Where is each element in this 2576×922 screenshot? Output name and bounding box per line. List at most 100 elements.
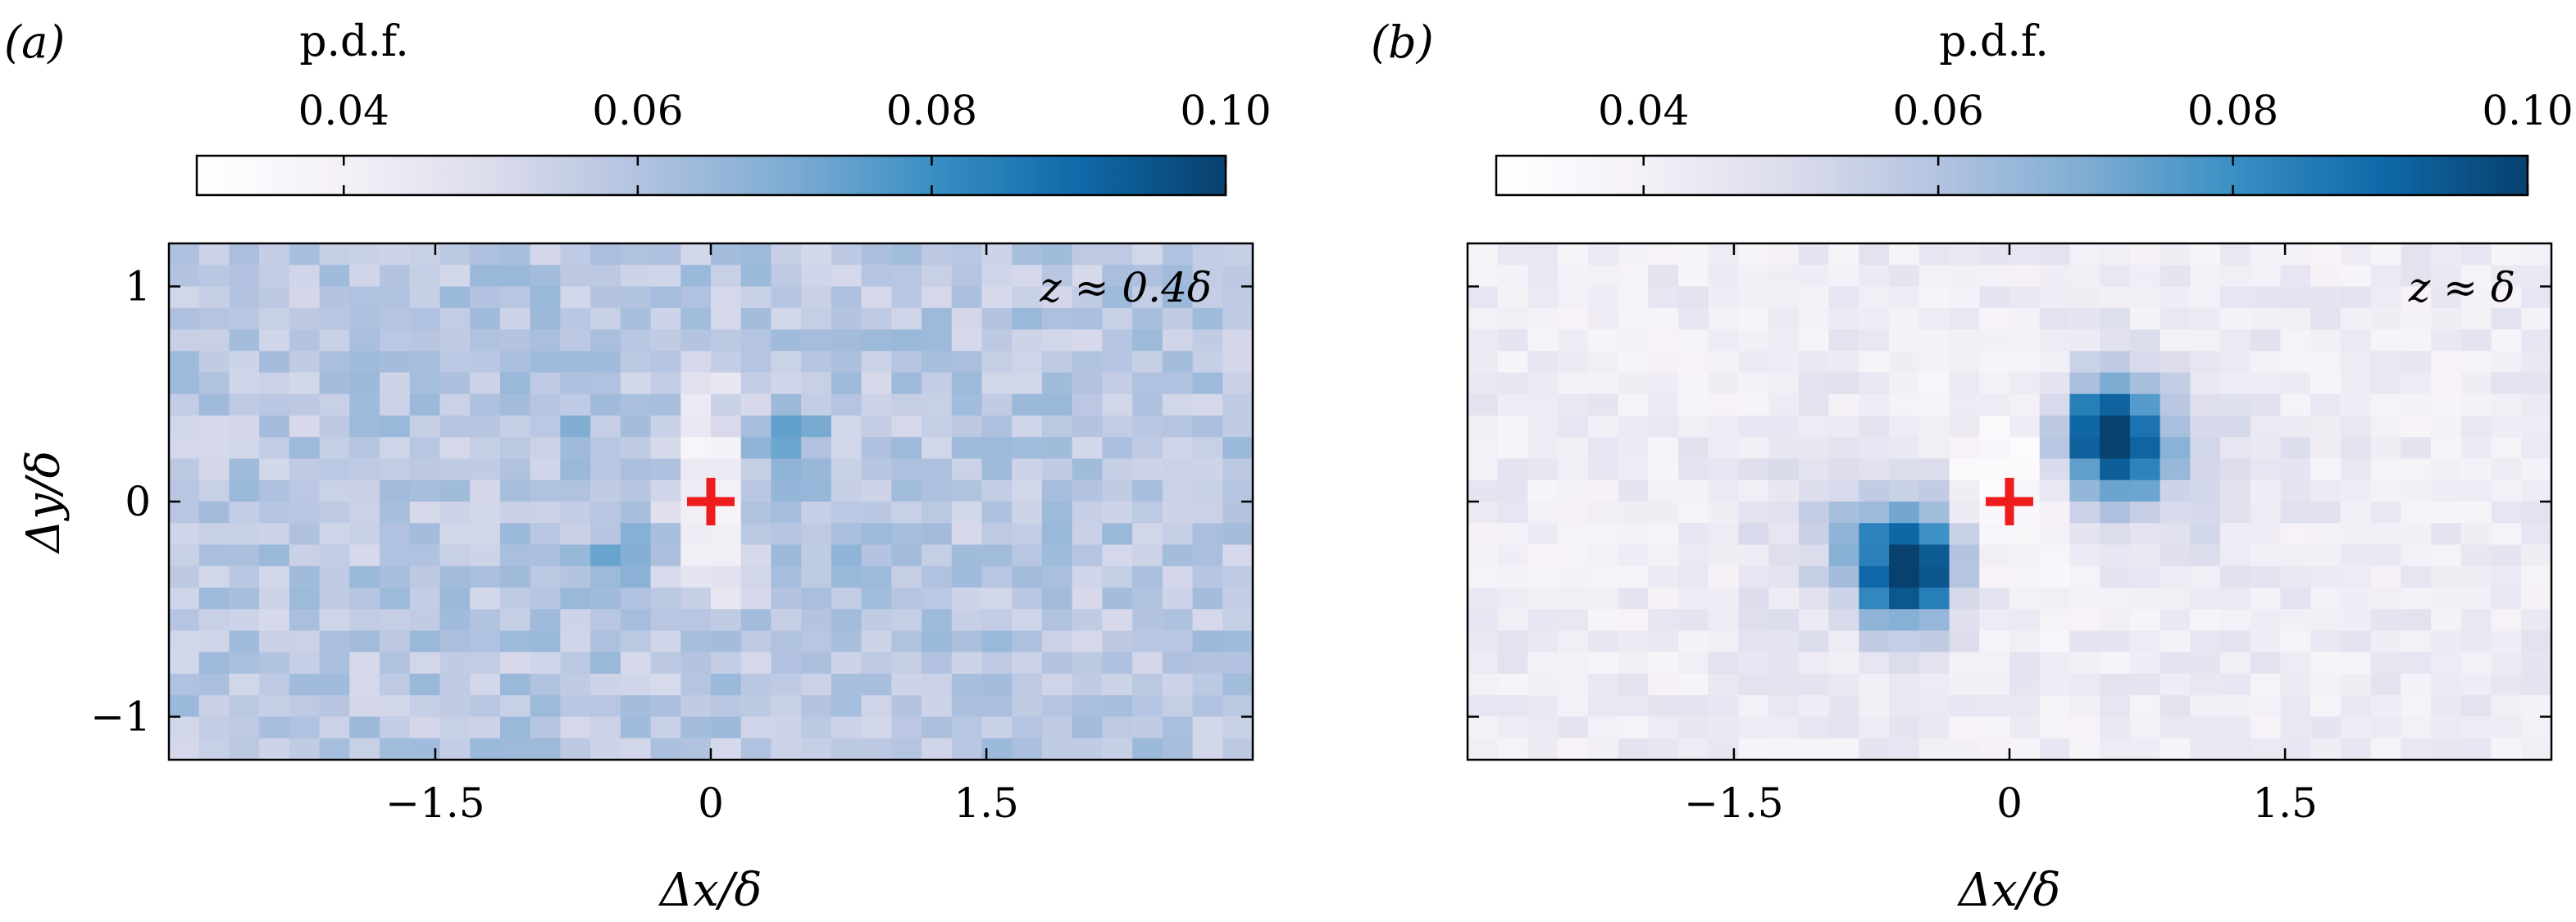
heatmap-cell <box>891 479 922 502</box>
heatmap-cell <box>771 565 802 588</box>
heatmap-cell <box>2401 738 2432 761</box>
heatmap-cell <box>1738 329 1769 352</box>
heatmap-cell <box>530 286 561 309</box>
heatmap-cell <box>740 652 772 674</box>
heatmap-cell <box>2491 565 2522 588</box>
heatmap-cell <box>229 565 260 588</box>
heatmap-cell <box>1889 329 1920 352</box>
heatmap-cell <box>1132 652 1163 674</box>
heatmap-cell <box>1192 393 1223 416</box>
heatmap-cell <box>1468 652 1499 674</box>
heatmap-cell <box>289 652 321 674</box>
heatmap-cell <box>2431 544 2462 567</box>
heatmap-cell <box>2401 652 2432 674</box>
heatmap-cell <box>499 695 531 718</box>
heatmap-cell <box>2401 479 2432 502</box>
heatmap-cell <box>1072 307 1103 330</box>
heatmap-cell <box>169 307 200 330</box>
heatmap-cell <box>650 243 681 266</box>
heatmap-cell <box>409 351 441 374</box>
heatmap-cell <box>530 372 561 395</box>
heatmap-cell <box>1587 393 1619 416</box>
colorbar-tick-label: 0.06 <box>1892 87 1983 134</box>
heatmap-cell <box>2160 416 2191 438</box>
heatmap-cell <box>2129 544 2161 567</box>
heatmap-cell <box>2460 630 2492 653</box>
heatmap-cell <box>2310 479 2342 502</box>
heatmap-cell <box>409 416 441 438</box>
heatmap-cell <box>1918 674 1950 696</box>
heatmap-cell <box>891 588 922 610</box>
heatmap-cell <box>2401 437 2432 460</box>
heatmap-cell <box>2431 588 2462 610</box>
heatmap-cell <box>740 437 772 460</box>
heatmap-cell <box>319 502 350 524</box>
heatmap-cell <box>1497 372 1529 395</box>
heatmap-cell <box>169 372 200 395</box>
heatmap-cell <box>2069 243 2100 266</box>
heatmap-cell <box>1798 674 1830 696</box>
heatmap-cell <box>1798 393 1830 416</box>
heatmap-cell <box>1618 502 1649 524</box>
heatmap-cell <box>1012 544 1043 567</box>
heatmap-cell <box>680 695 712 718</box>
heatmap-cell <box>1828 502 1859 524</box>
heatmap-cell <box>560 372 591 395</box>
heatmap-cell <box>861 674 892 696</box>
heatmap-cell <box>1889 695 1920 718</box>
heatmap-cell <box>1828 286 1859 309</box>
heatmap-cell <box>259 286 290 309</box>
heatmap-cell <box>409 393 441 416</box>
heatmap-cell <box>650 479 681 502</box>
heatmap-cell <box>2310 502 2342 524</box>
heatmap-cell <box>2009 286 2041 309</box>
heatmap-cell <box>1132 372 1163 395</box>
heatmap-cell <box>981 630 1013 653</box>
heatmap-cell <box>2340 372 2372 395</box>
heatmap-cell <box>2370 502 2401 524</box>
heatmap-cell <box>1497 502 1529 524</box>
heatmap-cell <box>1102 523 1133 546</box>
heatmap-cell <box>951 458 983 481</box>
heatmap-cell <box>2431 243 2462 266</box>
heatmap-cell <box>680 523 712 546</box>
heatmap-cell <box>2009 652 2041 674</box>
heatmap-cell <box>1558 738 1589 761</box>
heatmap-cell <box>2129 738 2161 761</box>
heatmap-cell <box>2250 307 2282 330</box>
heatmap-cell <box>1468 502 1499 524</box>
heatmap-cell <box>650 502 681 524</box>
colorbar-ticklabels-b: 0.04 0.06 0.08 0.10 <box>1598 87 2574 134</box>
heatmap-cell <box>711 588 742 610</box>
heatmap-cell <box>2280 393 2311 416</box>
heatmap-cell <box>831 372 862 395</box>
heatmap-cell <box>1798 523 1830 546</box>
heatmap-cell <box>951 544 983 567</box>
heatmap-cell <box>650 652 681 674</box>
heatmap-cell <box>771 502 802 524</box>
heatmap-cell <box>499 243 531 266</box>
heatmap-cell <box>169 416 200 438</box>
heatmap-cell <box>470 307 501 330</box>
heatmap-cell <box>981 286 1013 309</box>
heatmap-cell <box>2340 479 2372 502</box>
heatmap-cell <box>1738 716 1769 739</box>
heatmap-cell <box>1162 458 1194 481</box>
heatmap-cell <box>380 416 411 438</box>
heatmap-cell <box>680 416 712 438</box>
heatmap-cell <box>1648 588 1679 610</box>
heatmap-cell <box>1102 695 1133 718</box>
heatmap-cell <box>1587 265 1619 288</box>
heatmap-cell <box>951 652 983 674</box>
heatmap-cell <box>1468 674 1499 696</box>
y-tick-label: 0 <box>125 478 151 525</box>
heatmap-cell <box>2521 609 2552 632</box>
heatmap-cell <box>470 502 501 524</box>
heatmap-cell <box>2491 307 2522 330</box>
heatmap-cell <box>1162 565 1194 588</box>
heatmap-cell <box>499 479 531 502</box>
heatmap-cell <box>1678 716 1709 739</box>
heatmap-cell <box>560 565 591 588</box>
heatmap-cell <box>1132 502 1163 524</box>
heatmap-cell <box>259 716 290 739</box>
